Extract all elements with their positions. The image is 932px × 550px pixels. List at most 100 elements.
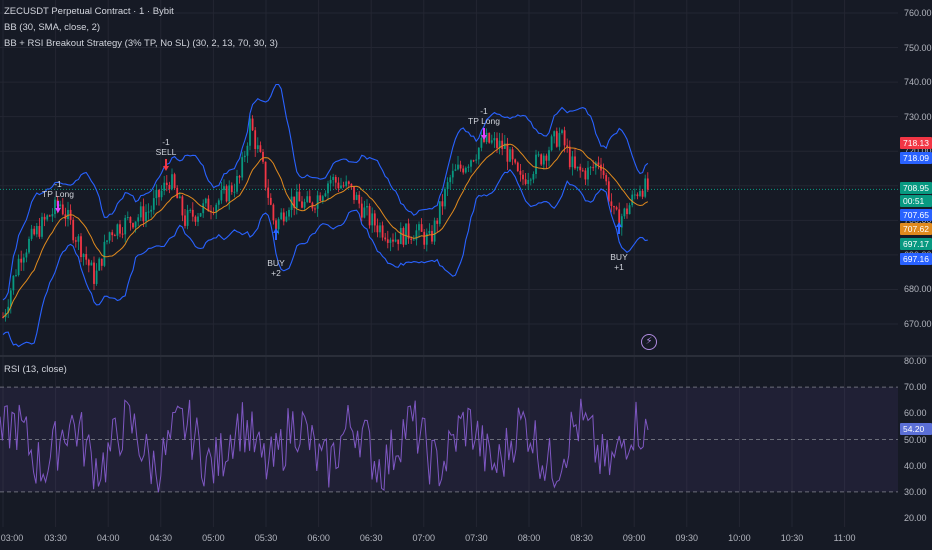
candle-body [150,209,153,212]
lightning-icon[interactable]: ⚡ [641,334,657,350]
candle-body [384,237,387,240]
candle-body [199,213,202,217]
candle-body [288,209,290,217]
candle-body [82,254,85,258]
candle-body [350,183,353,187]
candle-body [516,162,519,172]
time-tick-label: 05:00 [202,533,225,543]
price-tick-label: 670.00 [904,319,932,329]
candle-body [470,160,472,167]
candle-body [251,118,254,131]
candle-body [342,185,345,187]
candle-body [532,173,535,180]
candle-body [106,240,108,242]
candle-body [555,131,558,147]
candle-body [589,167,592,169]
candle-body [345,181,348,186]
time-tick-label: 07:30 [465,533,488,543]
candle-body [264,161,267,188]
candle-body [152,198,155,210]
candle-body [467,166,470,168]
candle-body [22,257,25,263]
time-tick-label: 09:00 [622,533,646,543]
candle-body [85,254,88,260]
candle-body [431,230,433,242]
candle-body [197,216,199,222]
candle-body [548,150,550,161]
candle-body [308,196,311,203]
candle-body [568,146,571,168]
candle-body [54,199,56,215]
candle-body [51,214,54,217]
candle-body [293,196,296,208]
time-tick-label: 05:30 [254,533,278,543]
candle-body [319,195,322,201]
candle-body [353,186,355,200]
time-tick-label: 10:00 [728,533,751,543]
candle-body [602,170,605,176]
candle-body [337,182,340,189]
candle-body [77,236,80,242]
price-tick-label: 750.00 [904,42,932,53]
candle-body [472,160,475,162]
signal-label-sell: -1 SELL [156,137,177,157]
candle-body [103,241,106,266]
candle-body [163,182,166,191]
time-tick-label: 03:30 [44,533,67,543]
rsi-value-tag: 54.20 [900,422,932,435]
signal-line1: -1 [162,137,170,147]
candle-body [563,130,566,146]
candle-body [433,220,436,242]
candle-body [327,183,329,194]
candle-body [223,186,225,191]
candle-body [35,226,38,235]
signal-arrow-down [55,201,61,213]
candle-body [587,167,589,180]
rsi-tick-label: 70.00 [904,382,927,393]
candle-body [347,181,350,184]
candle-body [290,196,293,210]
candle-body [204,198,207,204]
rsi-tick-label: 50.00 [904,434,927,445]
candle-body [43,216,46,220]
candle-body [511,149,514,160]
candle-body [542,155,545,165]
candle-body [379,225,381,233]
candle-body [184,215,186,226]
candle-body [160,190,163,198]
candle-body [17,258,20,276]
candle-body [158,189,160,198]
candle-body [189,209,192,211]
signal-line2: +1 [614,262,624,272]
signal-label-exit: -1 TP Long [468,106,500,126]
candle-body [178,196,181,199]
candle-body [358,194,361,204]
candle-body [438,201,441,224]
bb-legend[interactable]: BB (30, SMA, close, 2) [4,22,101,33]
price-tag: 697.16 [900,253,932,265]
candle-body [191,209,194,217]
candle-body [126,216,129,218]
candle-body [171,174,173,190]
candle-body [373,213,376,226]
candle-body [267,187,270,198]
candle-body [90,262,93,266]
candle-body [2,317,4,319]
candle-body [386,239,389,243]
candle-body [132,223,134,228]
candle-body [262,151,264,162]
candle-body [116,224,119,236]
candle-body [394,239,397,242]
symbol-legend[interactable]: ZECUSDT Perpetual Contract · 1 · Bybit [4,6,174,17]
candle-body [272,204,275,221]
candle-body [566,145,569,147]
strategy-legend[interactable]: BB + RSI Breakout Strategy (3% TP, No SL… [4,38,278,49]
price-tag: 707.62 [900,223,932,235]
candle-body [449,177,452,183]
rsi-legend[interactable]: RSI (13, close) [4,364,67,375]
time-tick-label: 04:00 [96,533,120,543]
signal-arrow-up [616,222,622,234]
candle-body [306,196,309,202]
candle-body [462,168,465,173]
